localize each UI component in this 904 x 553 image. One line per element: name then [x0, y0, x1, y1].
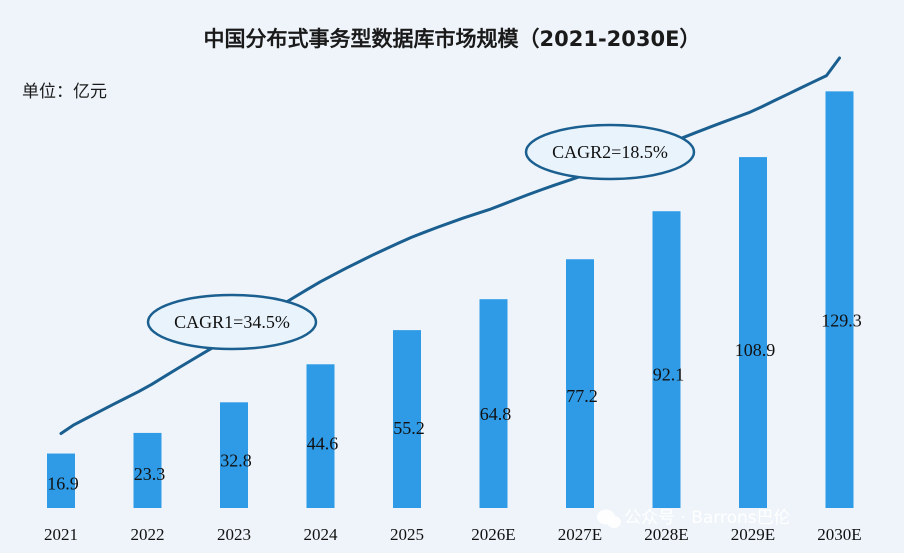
value-label-2023: 32.8: [220, 450, 252, 470]
value-label-2028E: 92.1: [653, 364, 685, 384]
x-tick-label-2027E: 2027E: [558, 525, 602, 544]
value-label-2021: 16.9: [47, 473, 79, 493]
x-tick-label-2025: 2025: [390, 525, 424, 544]
bar-2029E: [739, 157, 767, 508]
cagr2-ellipse: [524, 123, 696, 181]
cagr2-annotation: CAGR2=18.5%: [524, 123, 696, 181]
x-tick-label-group: 2021 2022 2023 2024 2025 2026E 2027E 2028E 2029E…: [44, 525, 862, 544]
bar-2021: [47, 453, 75, 508]
x-tick-label-2023: 2023: [217, 525, 251, 544]
x-tick-label-2028E: 2028E: [644, 525, 688, 544]
x-tick-label-2026E: 2026E: [471, 525, 515, 544]
x-tick-label-2021: 2021: [44, 525, 78, 544]
value-label-2027E: 77.2: [566, 386, 598, 406]
bar-2028E: [652, 211, 681, 508]
value-label-2030E: 129.3: [821, 311, 862, 331]
trend-line: [59, 56, 841, 435]
value-label-2029E: 108.9: [735, 340, 776, 360]
bar-2025: [393, 330, 421, 508]
x-tick-label-2024: 2024: [304, 525, 339, 544]
bar-2023: [220, 402, 248, 508]
bar-2027E: [566, 259, 594, 508]
bar-group: [47, 91, 854, 508]
bar-2030E: [825, 91, 854, 508]
unit-label: 单位：亿元: [22, 82, 107, 102]
value-label-2024: 44.6: [307, 433, 339, 453]
value-label-group: 16.9 23.3 32.8 44.6 55.2 64.8 77.2 92.1 108.9 129…: [47, 311, 862, 494]
value-label-2026E: 64.8: [480, 404, 512, 424]
value-label-2025: 55.2: [393, 418, 425, 438]
cagr1-annotation: CAGR1=34.5%: [146, 293, 318, 351]
bar-2024: [306, 364, 335, 508]
bar-2026E: [479, 299, 508, 508]
bar-2022: [133, 432, 162, 508]
x-tick-label-2030E: 2030E: [817, 525, 861, 544]
x-tick-label-2029E: 2029E: [731, 525, 775, 544]
cagr1-label: CAGR1=34.5%: [174, 312, 290, 332]
chart-title: 中国分布式事务型数据库市场规模（2021-2030E）: [204, 27, 701, 51]
cagr2-label: CAGR2=18.5%: [552, 142, 668, 162]
x-tick-label-2022: 2022: [131, 525, 165, 544]
wechat-icon: [597, 509, 621, 528]
watermark: 公众号 · Barrons巴伦: [597, 508, 791, 528]
watermark-text: 公众号 · Barrons巴伦: [624, 508, 791, 528]
cagr1-ellipse: [146, 293, 318, 351]
value-label-2022: 23.3: [134, 464, 166, 484]
